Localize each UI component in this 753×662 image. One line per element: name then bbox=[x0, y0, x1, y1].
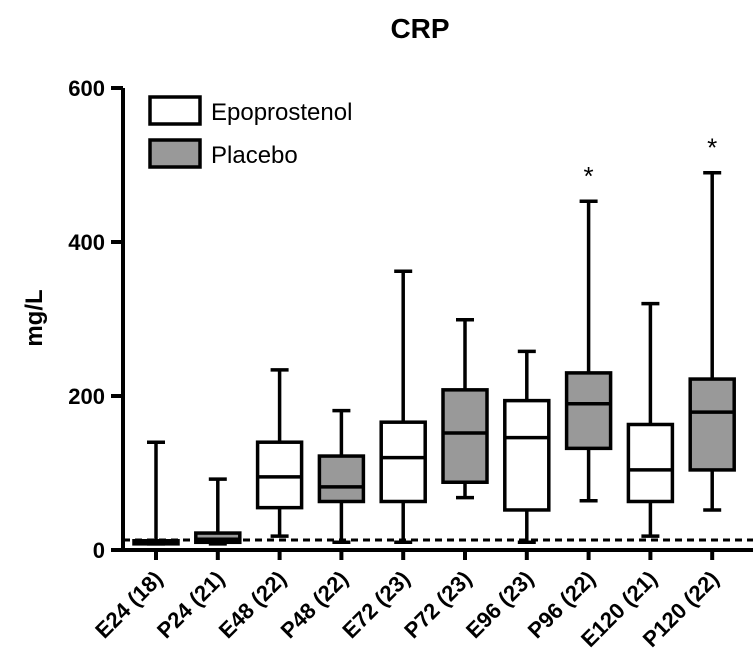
y-tick-label: 600 bbox=[68, 76, 105, 101]
legend: Epoprostenol Placebo bbox=[148, 95, 352, 169]
significance-marker: * bbox=[584, 161, 594, 191]
significance-marker: * bbox=[707, 133, 717, 163]
y-axis-label: mg/L bbox=[21, 289, 48, 346]
y-tick-label: 400 bbox=[68, 230, 105, 255]
iqr-box bbox=[688, 377, 736, 472]
iqr-box bbox=[503, 398, 551, 512]
iqr-box bbox=[379, 420, 427, 504]
iqr-box bbox=[626, 422, 675, 504]
x-category-label: P72 (23) bbox=[399, 566, 476, 643]
box-p96-22: * bbox=[564, 161, 613, 503]
y-tick-label: 0 bbox=[93, 538, 105, 563]
x-category-label: E96 (23) bbox=[461, 566, 538, 643]
box-e48-22 bbox=[255, 368, 304, 538]
y-tick-label: 200 bbox=[68, 384, 105, 409]
iqr-box bbox=[441, 388, 489, 484]
x-category-label: E48 (22) bbox=[214, 566, 291, 643]
legend-label: Epoprostenol bbox=[211, 99, 352, 126]
boxes-group: ** bbox=[132, 133, 736, 546]
x-category-label: E72 (23) bbox=[337, 566, 414, 643]
legend-swatch bbox=[148, 95, 202, 126]
box-p120-22: * bbox=[688, 133, 736, 512]
legend-label: Placebo bbox=[211, 142, 298, 169]
chart-title: CRP bbox=[390, 13, 449, 44]
legend-swatch bbox=[148, 138, 202, 169]
box-e72-23 bbox=[379, 269, 427, 545]
box-p48-22 bbox=[317, 408, 366, 545]
axes: 0 200 400 600 bbox=[68, 76, 753, 563]
iqr-box bbox=[564, 371, 613, 451]
box-e96-23 bbox=[503, 349, 551, 545]
iqr-box bbox=[317, 454, 366, 504]
category-labels-group: E24 (18)P24 (21)E48 (22)P48 (22)E72 (23)… bbox=[90, 566, 724, 652]
x-category-label: P48 (22) bbox=[276, 566, 353, 643]
iqr-box bbox=[255, 440, 304, 510]
x-category-label: E24 (18) bbox=[90, 566, 167, 643]
box-e120-21 bbox=[626, 301, 675, 538]
box-e24-18 bbox=[132, 440, 180, 546]
box-p24-21 bbox=[194, 477, 242, 546]
x-category-label: P24 (21) bbox=[152, 566, 229, 643]
box-p72-23 bbox=[441, 318, 489, 500]
